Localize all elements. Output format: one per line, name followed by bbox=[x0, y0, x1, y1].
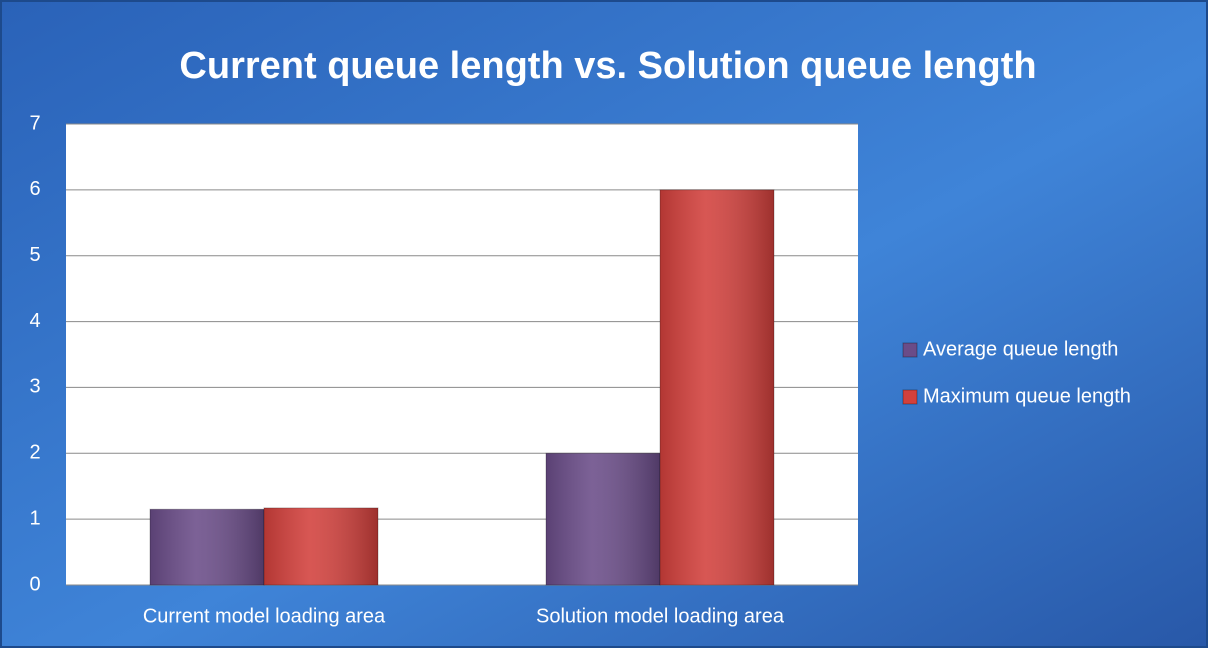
y-tick-label: 7 bbox=[29, 112, 40, 134]
y-tick-label: 5 bbox=[29, 244, 40, 266]
bar bbox=[545, 452, 661, 586]
legend-label: Maximum queue length bbox=[923, 385, 1131, 407]
legend-swatch bbox=[902, 389, 918, 405]
y-tick-label: 2 bbox=[29, 442, 40, 464]
y-tick-label: 1 bbox=[29, 507, 40, 529]
chart-title: Current queue length vs. Solution queue … bbox=[179, 45, 1036, 87]
legend-swatch bbox=[902, 342, 918, 358]
y-tick-label: 4 bbox=[29, 310, 40, 332]
y-tick-label: 3 bbox=[29, 376, 40, 398]
bar bbox=[149, 508, 265, 586]
bar bbox=[263, 507, 379, 586]
x-tick-label: Current model loading area bbox=[143, 605, 386, 627]
bar bbox=[659, 189, 775, 586]
legend-label: Average queue length bbox=[923, 338, 1118, 360]
y-tick-label: 0 bbox=[29, 573, 40, 595]
y-tick-label: 6 bbox=[29, 178, 40, 200]
x-tick-label: Solution model loading area bbox=[536, 605, 785, 627]
